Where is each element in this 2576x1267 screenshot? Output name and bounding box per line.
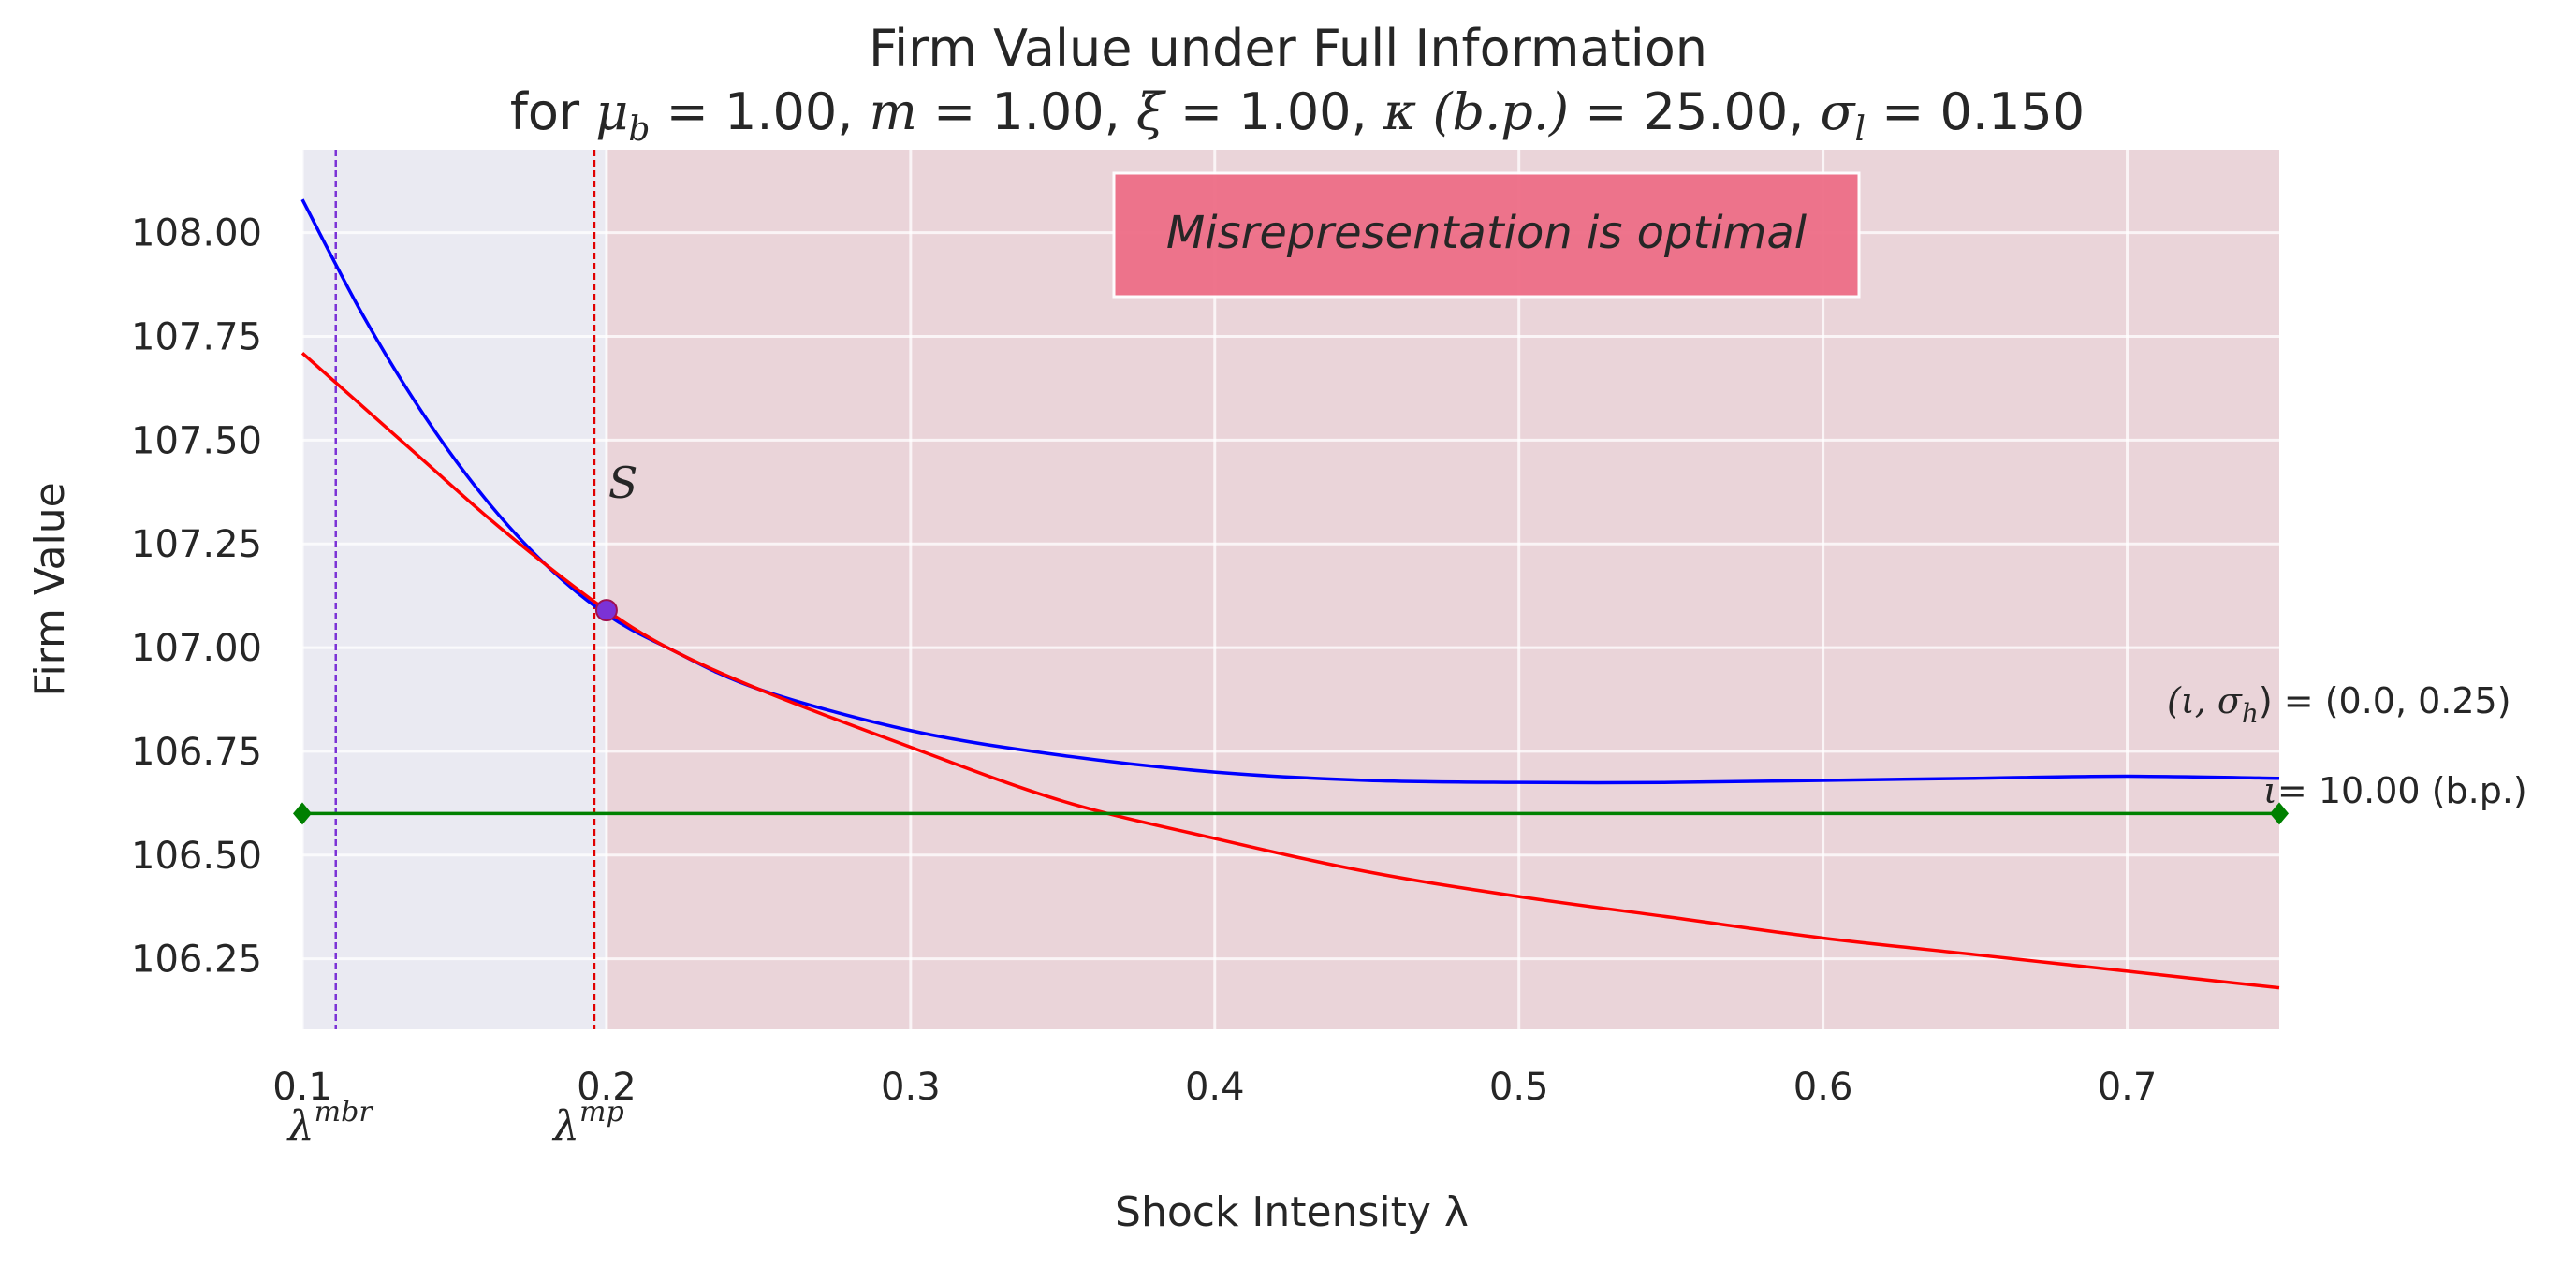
x-tick-label: 0.4 xyxy=(1185,1066,1245,1109)
misrepresentation-box-bg xyxy=(1112,171,1861,299)
threshold-label: λmp xyxy=(551,1096,624,1150)
subtitle-separator: , xyxy=(1352,82,1383,141)
point-label-s: S xyxy=(608,458,638,508)
subtitle-param-value: = 1.00 xyxy=(917,82,1105,141)
subtitle-separator: , xyxy=(837,82,869,141)
x-tick-label: 0.3 xyxy=(881,1066,941,1109)
subtitle-param-symbol: m xyxy=(870,82,917,141)
series-line-1 xyxy=(300,351,2280,990)
subtitle-param-value: = 25.00 xyxy=(1569,82,1788,141)
subtitle-param-subscript: l xyxy=(1854,110,1866,149)
series-line-0 xyxy=(300,198,2280,785)
x-axis-label: Shock Intensity λ xyxy=(1115,1188,1469,1236)
region-0 xyxy=(302,150,607,1029)
threshold-labels: λmbr λmp xyxy=(286,1096,624,1150)
subtitle-param-symbol: κ (b.p.) xyxy=(1383,82,1569,141)
threshold-symbol: λ xyxy=(551,1102,579,1150)
subtitle-param-subscript: b xyxy=(628,110,650,149)
threshold-lines xyxy=(334,150,596,1029)
y-tick-label: 106.25 xyxy=(131,939,262,982)
label-subscript: h xyxy=(2242,698,2259,729)
y-axis-label: Firm Value xyxy=(26,482,74,696)
label-symbol: (ι, σ xyxy=(2167,680,2243,721)
x-tick-label: 0.5 xyxy=(1489,1066,1549,1109)
y-tick-label: 108.00 xyxy=(131,212,262,255)
y-tick-label: 106.50 xyxy=(131,835,262,878)
x-tick-label: 0.2 xyxy=(577,1066,637,1109)
subtitle-param-symbol: σ xyxy=(1821,82,1857,141)
threshold-label: λmbr xyxy=(286,1096,374,1150)
label-symbol: ι xyxy=(2263,770,2277,811)
subtitle-param-value: = 1.00 xyxy=(650,82,837,141)
x-tick-label: 0.1 xyxy=(272,1066,332,1109)
misrepresentation-box: Misrepresentation is optimal xyxy=(1112,171,1861,299)
threshold-superscript: mp xyxy=(579,1096,624,1129)
y-tick-labels: 106.25 106.50 106.75 107.00 107.25 107.50 107.… xyxy=(131,212,262,982)
chart-subtitle: for μb = 1.00, m = 1.00, ξ = 1.00, κ (b.… xyxy=(510,82,2085,149)
label-text: = 10.00 (b.p.) xyxy=(2277,770,2527,811)
y-tick-label: 107.00 xyxy=(131,627,262,670)
series-label-iota: ι= 10.00 (b.p.) xyxy=(2263,770,2527,811)
subtitle-param-symbol: ξ xyxy=(1136,82,1166,141)
series-label-params: (ι, σh) = (0.0, 0.25) xyxy=(2167,680,2511,729)
x-tick-labels: 0.1 0.2 0.3 0.4 0.5 0.6 0.7 xyxy=(272,1066,2157,1109)
y-tick-label: 107.50 xyxy=(131,419,262,462)
misrepresentation-text: Misrepresentation is optimal xyxy=(1166,207,1808,259)
x-tick-label: 0.7 xyxy=(2098,1066,2158,1109)
y-tick-label: 107.75 xyxy=(131,316,262,359)
green-endpoint-marker xyxy=(2270,802,2289,825)
green-endpoint-marker xyxy=(293,802,312,825)
subtitle-param-value: = 1.00 xyxy=(1164,82,1352,141)
subtitle-prefix: for xyxy=(510,82,595,141)
subtitle-separator: , xyxy=(1788,82,1820,141)
subtitle-separator: , xyxy=(1105,82,1136,141)
subtitle-param-symbol: μ xyxy=(595,82,628,141)
x-tick-label: 0.6 xyxy=(1793,1066,1853,1109)
chart-title: Firm Value under Full Information xyxy=(869,19,1707,78)
y-tick-label: 106.75 xyxy=(131,731,262,774)
point-s-marker xyxy=(594,599,618,622)
threshold-superscript: mbr xyxy=(315,1096,374,1129)
threshold-symbol: λ xyxy=(286,1102,315,1150)
label-text: ) = (0.0, 0.25) xyxy=(2259,680,2511,721)
subtitle-param-value: = 0.150 xyxy=(1866,82,2085,141)
y-tick-label: 107.25 xyxy=(131,523,262,566)
series-lines xyxy=(300,198,2280,990)
markers xyxy=(293,599,2289,825)
